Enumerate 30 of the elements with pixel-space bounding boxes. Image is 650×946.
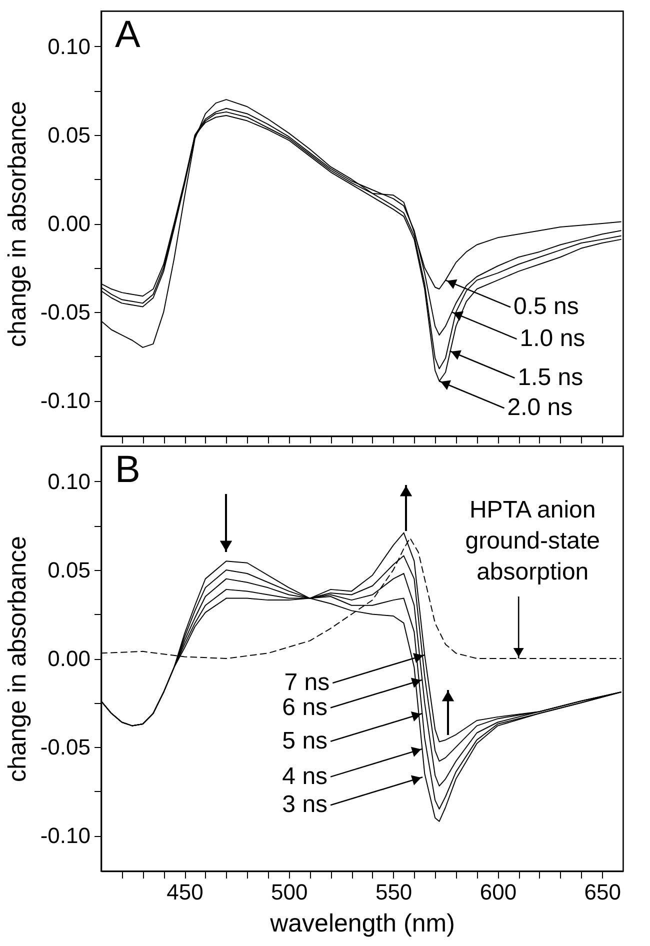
annotation: 1.5 ns	[518, 364, 584, 391]
annotation: 6 ns	[282, 694, 328, 721]
y-tick-label: 0.05	[48, 122, 90, 148]
y-tick-label: -0.05	[40, 734, 90, 760]
annotation: B	[115, 449, 140, 491]
x-tick-label: 650	[584, 880, 621, 904]
annotation: 7 ns	[284, 668, 330, 696]
annotation: 1.0 ns	[520, 325, 586, 352]
annotation: 4 ns	[282, 762, 328, 790]
annotation: 5 ns	[282, 727, 328, 754]
y-axis-title: change in absorbance	[3, 100, 32, 348]
annotation: HPTA anion ground-state absorption	[465, 496, 600, 586]
y-axis-title: change in absorbance	[3, 536, 32, 782]
annotation: 0.5 ns	[514, 293, 579, 320]
y-tick-label: 0.05	[48, 557, 90, 582]
x-axis-title: wavelength (nm)	[269, 910, 455, 938]
y-tick-label: -0.10	[40, 823, 90, 848]
x-tick-label: 550	[375, 880, 412, 904]
y-tick-label: -0.05	[40, 300, 90, 325]
y-tick-label: 0.10	[48, 468, 90, 494]
y-tick-label: 0.00	[48, 211, 90, 236]
x-tick-label: 500	[271, 880, 308, 904]
annotation: A	[115, 14, 141, 56]
x-tick-label: 600	[480, 880, 517, 904]
annotation: 2.0 ns	[507, 394, 573, 422]
y-tick-label: -0.10	[40, 388, 90, 414]
x-tick-label: 450	[166, 880, 204, 904]
y-tick-label: 0.10	[48, 34, 90, 59]
annotation: 3 ns	[282, 791, 328, 818]
y-tick-label: 0.00	[48, 646, 90, 671]
